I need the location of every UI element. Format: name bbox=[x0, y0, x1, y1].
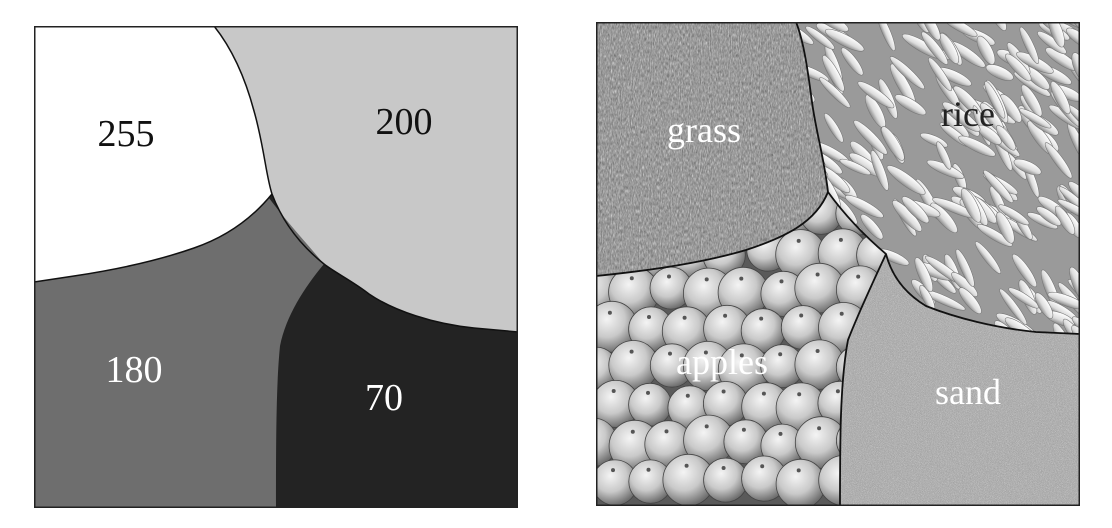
map-border bbox=[34, 26, 518, 508]
texture-mosaic: grass rice apples sand bbox=[596, 22, 1080, 506]
label-rice: rice bbox=[941, 94, 995, 134]
label-grass: grass bbox=[667, 110, 741, 150]
region-255 bbox=[34, 26, 272, 282]
segmentation-map: 255 200 180 70 bbox=[34, 26, 518, 508]
label-apples: apples bbox=[676, 342, 768, 382]
region-180 bbox=[34, 194, 324, 508]
label-180: 180 bbox=[106, 349, 163, 391]
label-sand: sand bbox=[935, 372, 1001, 412]
texture-boundaries bbox=[596, 22, 1080, 506]
boundary-lines bbox=[34, 26, 518, 333]
label-70: 70 bbox=[365, 377, 403, 419]
label-255: 255 bbox=[98, 113, 155, 155]
label-200: 200 bbox=[376, 101, 433, 143]
mosaic-border bbox=[596, 22, 1080, 506]
region-200 bbox=[214, 26, 518, 332]
segmentation-map-svg: 255 200 180 70 bbox=[34, 26, 518, 508]
texture-mosaic-svg: grass rice apples sand bbox=[596, 22, 1080, 506]
